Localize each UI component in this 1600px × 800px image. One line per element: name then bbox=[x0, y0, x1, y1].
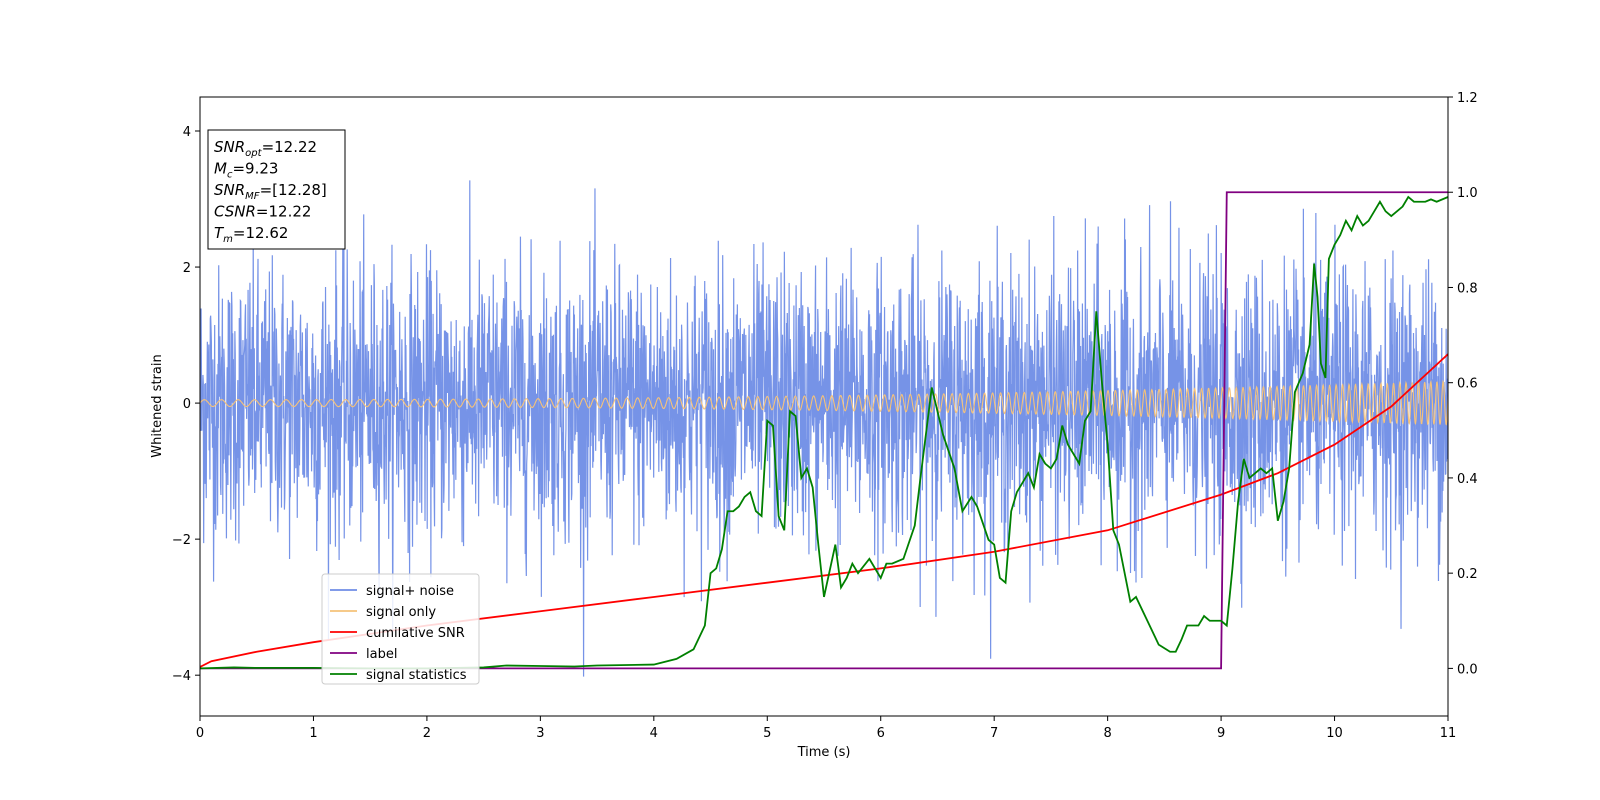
info-line: SNRMF=[12.28] bbox=[214, 181, 327, 202]
info-line: CSNR=12.22 bbox=[214, 203, 311, 221]
y-left-tick-label: 2 bbox=[183, 261, 191, 276]
x-tick-label: 1 bbox=[309, 726, 317, 741]
legend-entry: signal statistics bbox=[366, 668, 467, 683]
y-left-tick-label: −2 bbox=[172, 533, 191, 548]
info-line: Tm=12.62 bbox=[214, 224, 288, 245]
y-left-tick-label: 4 bbox=[183, 125, 191, 140]
y-right-tick-label: 0.8 bbox=[1457, 281, 1478, 296]
info-box-frame bbox=[207, 129, 346, 250]
series-label bbox=[200, 191, 1448, 670]
x-tick-label: 3 bbox=[536, 726, 544, 741]
x-tick-label: 11 bbox=[1440, 726, 1457, 741]
legend-frame bbox=[321, 573, 480, 685]
x-tick-label: 2 bbox=[423, 726, 431, 741]
info-line: SNRopt=12.22 bbox=[214, 138, 317, 159]
x-tick-label: 4 bbox=[650, 726, 658, 741]
y-axis-right: 0.0 0.2 0.4 0.6 0.8 1.0 1.2 bbox=[1448, 91, 1478, 677]
x-tick-label: 6 bbox=[877, 726, 885, 741]
y-axis-left: −4 −2 0 2 4 bbox=[172, 125, 200, 684]
x-axis-label: Time (s) bbox=[797, 745, 851, 760]
x-tick-label: 5 bbox=[763, 726, 771, 741]
plot-area bbox=[200, 180, 1448, 677]
series-signal-only bbox=[200, 379, 1448, 426]
legend-entry: label bbox=[366, 647, 397, 662]
legend-entry: cumilative SNR bbox=[366, 626, 465, 641]
x-axis: 0 1 2 3 4 5 6 7 8 9 10 11 bbox=[196, 716, 1456, 741]
y-right-tick-label: 0.2 bbox=[1457, 567, 1478, 582]
legend-entry: signal only bbox=[366, 605, 436, 620]
y-right-tick-label: 1.2 bbox=[1457, 91, 1478, 106]
x-tick-label: 0 bbox=[196, 726, 204, 741]
x-tick-label: 8 bbox=[1103, 726, 1111, 741]
info-box: SNRopt=12.22Mc=9.23SNRMF=[12.28]CSNR=12.… bbox=[207, 129, 346, 250]
y-right-tick-label: 1.0 bbox=[1457, 186, 1478, 201]
x-tick-label: 9 bbox=[1217, 726, 1225, 741]
y-right-tick-label: 0.0 bbox=[1457, 662, 1478, 677]
x-tick-label: 10 bbox=[1326, 726, 1343, 741]
info-line: Mc=9.23 bbox=[214, 160, 278, 181]
series-signal-noise bbox=[200, 180, 1448, 677]
x-tick-label: 7 bbox=[990, 726, 998, 741]
y-left-tick-label: −4 bbox=[172, 669, 191, 684]
legend-entry: signal+ noise bbox=[366, 584, 454, 599]
series-cumilative-snr bbox=[200, 353, 1448, 668]
y-axis-label: Whitened strain bbox=[150, 354, 165, 457]
y-right-tick-label: 0.6 bbox=[1457, 377, 1478, 392]
legend: signal+ noise signal only cumilative SNR la… bbox=[321, 573, 480, 685]
plot-frame bbox=[199, 96, 1449, 717]
series-signal-statistics bbox=[200, 195, 1448, 670]
y-right-tick-label: 0.4 bbox=[1457, 472, 1478, 487]
y-left-tick-label: 0 bbox=[183, 397, 191, 412]
